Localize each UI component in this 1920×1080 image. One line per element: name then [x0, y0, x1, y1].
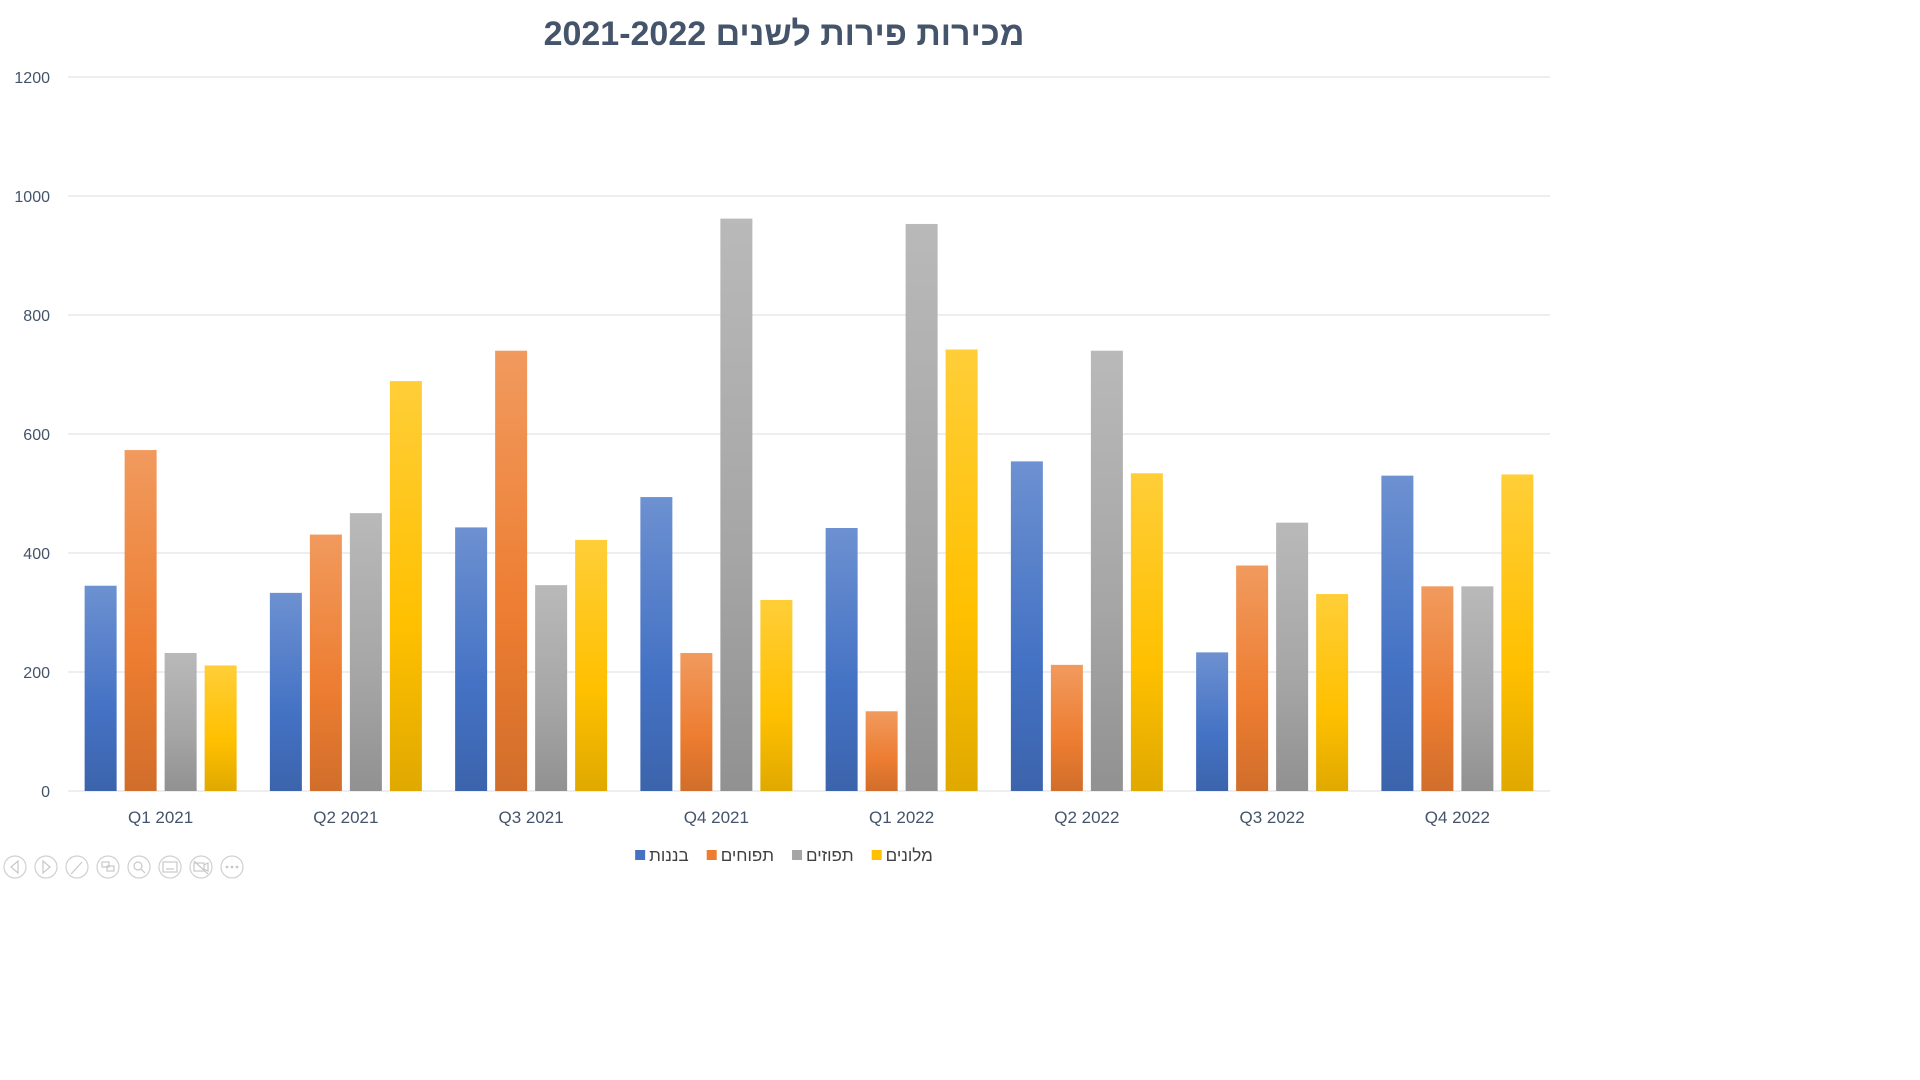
bar — [905, 223, 938, 792]
y-tick-label: 1200 — [14, 70, 50, 87]
bar — [1236, 565, 1269, 791]
bar — [84, 585, 117, 791]
prev-icon[interactable] — [3, 855, 27, 879]
bar — [1276, 522, 1309, 791]
zoom-icon[interactable] — [127, 855, 151, 879]
bar — [720, 218, 753, 792]
bar — [124, 450, 157, 791]
x-category-label: Q4 2021 — [684, 808, 749, 827]
bar — [309, 534, 342, 791]
slides-icon[interactable] — [96, 855, 120, 879]
bar — [865, 711, 898, 791]
chart: מכירות פירות לשנים 2021-2022 0 200 400 600 8… — [3, 15, 1550, 879]
bar — [640, 497, 673, 791]
y-tick-label: 200 — [23, 665, 50, 682]
bar — [1196, 652, 1229, 791]
y-axis-ticks: 0 200 400 600 800 1000 1200 — [14, 70, 50, 801]
bar — [1421, 586, 1454, 791]
bar — [760, 600, 793, 791]
bar — [269, 592, 302, 791]
bar — [945, 349, 978, 791]
bar — [1381, 475, 1414, 791]
bar — [204, 665, 237, 791]
more-icon[interactable] — [220, 855, 244, 879]
bar — [1010, 461, 1043, 791]
bar — [535, 585, 568, 791]
bar — [495, 350, 528, 791]
bar — [1316, 594, 1349, 791]
bar — [389, 381, 422, 791]
x-category-label: Q4 2022 — [1425, 808, 1490, 827]
next-icon[interactable] — [34, 855, 58, 879]
legend: בננות תפוחים תפוזים מלונים — [635, 846, 933, 865]
y-tick-label: 600 — [23, 427, 50, 444]
y-tick-label: 400 — [23, 546, 50, 563]
legend-label: תפוחים — [721, 846, 774, 865]
legend-swatch — [706, 850, 717, 860]
bar — [680, 652, 713, 791]
bar — [825, 528, 858, 791]
bar — [1090, 350, 1123, 791]
legend-item: תפוזים — [792, 846, 854, 865]
bar — [1461, 586, 1494, 791]
bar — [575, 539, 608, 791]
slideshow-toolbar — [3, 855, 244, 879]
x-category-label: Q2 2021 — [313, 808, 378, 827]
bar — [1501, 474, 1534, 791]
legend-swatch — [792, 850, 803, 860]
x-axis-categories: Q1 2021 Q2 2021 Q3 2021 Q4 2021 Q1 2022 Q2 20… — [128, 808, 1490, 827]
legend-item: בננות — [635, 846, 689, 865]
bar — [349, 513, 382, 791]
pen-icon[interactable] — [65, 855, 89, 879]
bar — [1050, 664, 1083, 791]
bars — [84, 218, 1534, 792]
x-category-label: Q1 2022 — [869, 808, 934, 827]
legend-swatch — [871, 850, 882, 860]
camera-off-icon[interactable] — [189, 855, 213, 879]
legend-label: בננות — [649, 846, 689, 865]
bar — [164, 652, 197, 791]
legend-label: תפוזים — [806, 846, 854, 865]
y-tick-label: 800 — [23, 308, 50, 325]
x-category-label: Q3 2022 — [1240, 808, 1305, 827]
chart-title: מכירות פירות לשנים 2021-2022 — [544, 15, 1025, 53]
subtitles-icon[interactable] — [158, 855, 182, 879]
legend-item: תפוחים — [706, 846, 774, 865]
bar — [455, 527, 488, 791]
x-category-label: Q1 2021 — [128, 808, 193, 827]
legend-item: מלונים — [871, 846, 933, 865]
x-category-label: Q2 2022 — [1054, 808, 1119, 827]
bar — [1130, 473, 1163, 791]
x-category-label: Q3 2021 — [499, 808, 564, 827]
legend-label: מלונים — [886, 846, 933, 865]
y-tick-label: 0 — [41, 784, 50, 801]
legend-swatch — [635, 850, 646, 860]
y-tick-label: 1000 — [14, 189, 50, 206]
